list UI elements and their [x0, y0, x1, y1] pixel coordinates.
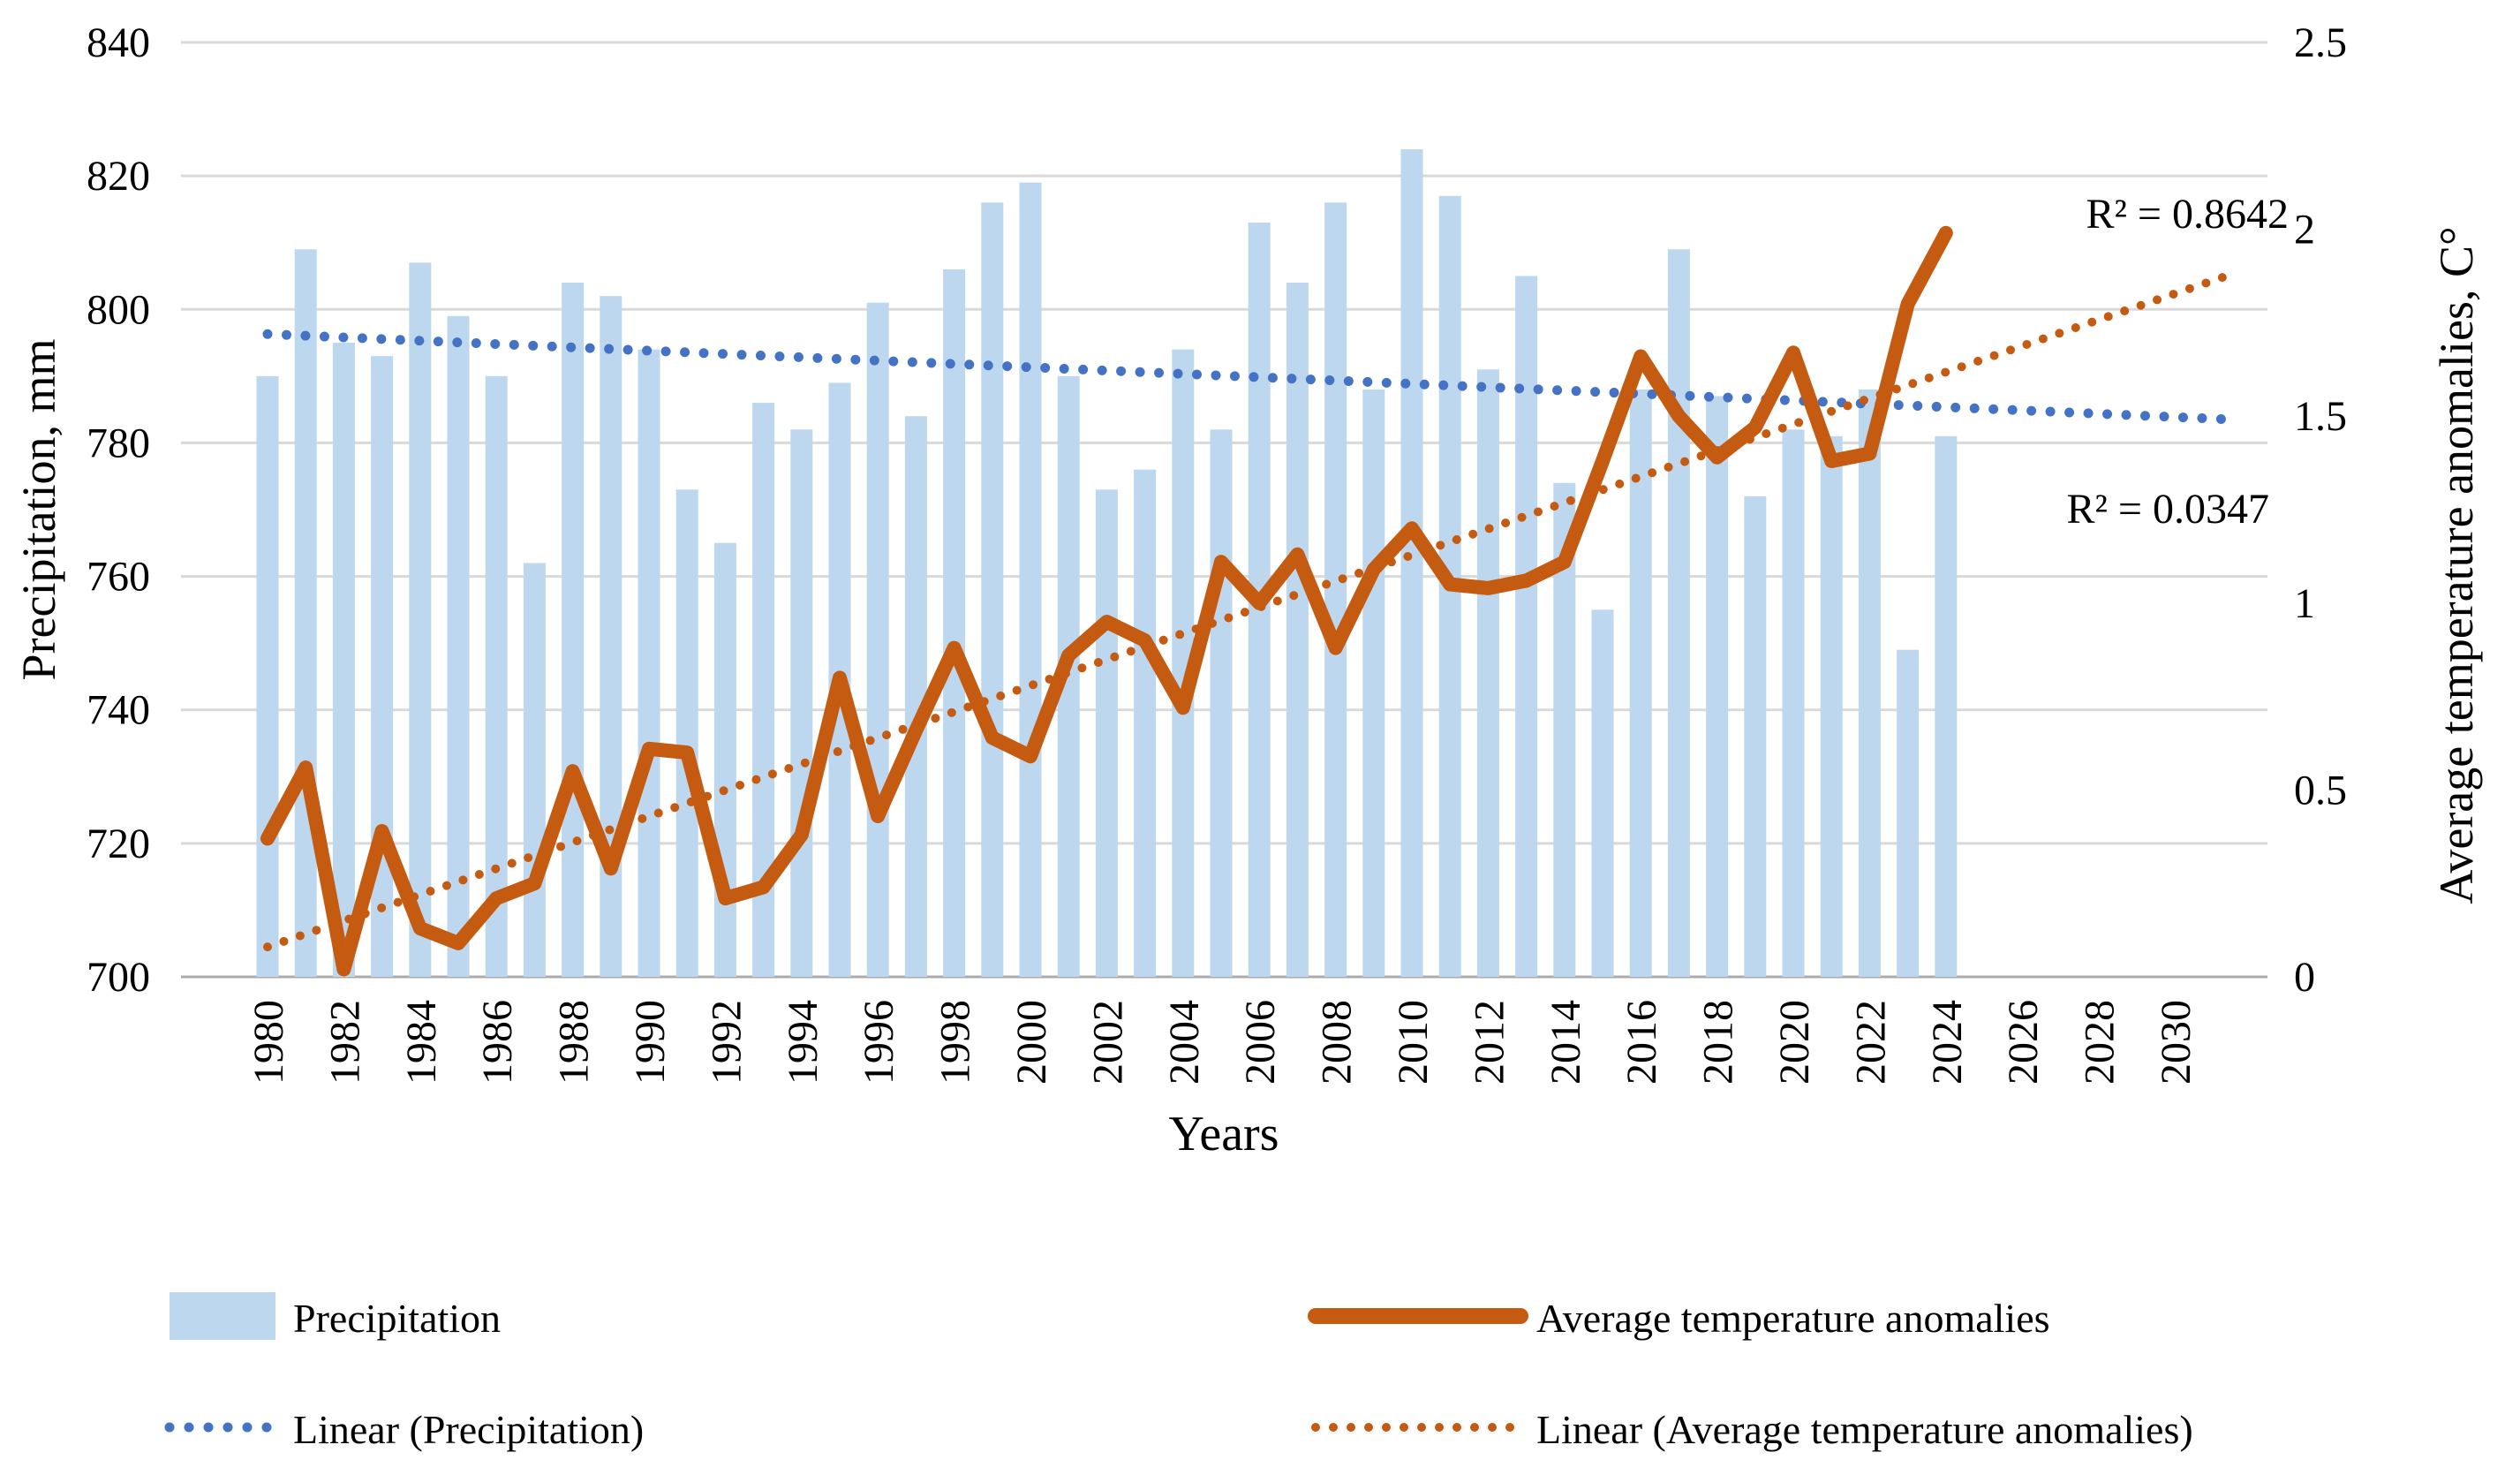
legend-label-linear-temperature: Linear (Average temperature anomalies)	[1536, 1407, 2193, 1452]
precipitation-bar	[1019, 182, 1042, 977]
precipitation-bar	[1667, 249, 1690, 977]
x-tick-label: 2024	[1924, 1000, 1971, 1085]
x-tick-label: 1984	[398, 1000, 445, 1085]
trendline-precipitation	[262, 329, 2237, 425]
y-left-tick-label: 820	[87, 153, 150, 200]
precipitation-bar	[447, 315, 470, 977]
precipitation-bar	[409, 262, 432, 977]
x-tick-label: 1996	[856, 1000, 902, 1085]
precipitation-bar	[1706, 396, 1729, 977]
precipitation-bar	[1858, 389, 1881, 977]
legend-label-precipitation: Precipitation	[293, 1296, 501, 1341]
y-left-tick-label: 840	[87, 19, 150, 66]
x-tick-label: 2016	[1618, 1000, 1665, 1085]
x-tick-label: 2026	[2000, 1000, 2047, 1085]
plot-area: 700 720 740 760 780 800 820 840 0 0.5 1 1.5 2 2.5 1980…	[87, 19, 2347, 1085]
temperature-line	[260, 225, 1953, 977]
x-tick-label: 2010	[1390, 1000, 1437, 1085]
precipitation-bar	[1515, 276, 1538, 977]
x-tick-label: 2030	[2153, 1000, 2199, 1085]
x-tick-label: 2000	[1008, 1000, 1055, 1085]
precipitation-bar	[1210, 429, 1233, 977]
y-right-tick-label: 1	[2294, 580, 2315, 627]
x-tick-label: 2004	[1161, 1000, 1208, 1085]
x-tick-label: 2014	[1543, 1000, 1589, 1085]
y-right-tick-label: 0	[2294, 954, 2315, 1001]
precipitation-bar	[1782, 429, 1805, 977]
x-axis-title: Years	[1169, 1107, 1279, 1161]
legend-label-linear-precipitation: Linear (Precipitation)	[293, 1407, 644, 1452]
x-tick-label: 2020	[1771, 1000, 1818, 1085]
x-tick-label: 1980	[245, 1000, 292, 1085]
precipitation-bar	[1286, 283, 1309, 977]
precipitation-bar	[866, 302, 889, 977]
precipitation-bar	[1935, 435, 1958, 977]
precipitation-bar	[1362, 389, 1385, 977]
precipitation-bar	[332, 343, 355, 978]
r2-precipitation-label: R² = 0.0347	[2067, 486, 2269, 533]
precipitation-bar	[675, 489, 698, 977]
precipitation-bar	[1744, 495, 1767, 977]
x-tick-label: 2018	[1695, 1000, 1742, 1085]
precipitation-bar	[1400, 148, 1423, 977]
precipitation-bar	[904, 416, 927, 977]
y-left-tick-label: 740	[87, 687, 150, 734]
precipitation-bar	[790, 429, 813, 977]
x-tick-label: 2006	[1237, 1000, 1284, 1085]
precipitation-bar	[638, 349, 660, 978]
precipitation-bar	[485, 375, 508, 977]
precipitation-bar	[713, 542, 736, 977]
legend-label-temperature: Average temperature anomalies	[1536, 1296, 2050, 1341]
x-tick-label: 1982	[321, 1000, 368, 1085]
x-tick-label: 1986	[474, 1000, 521, 1085]
y-left-tick-label: 760	[87, 554, 150, 601]
x-tick-label: 2028	[2077, 1000, 2124, 1085]
precipitation-bar	[1629, 389, 1652, 977]
x-tick-label: 1990	[627, 1000, 674, 1085]
x-tick-label: 2022	[1847, 1000, 1894, 1085]
precipitation-bar	[1095, 489, 1118, 977]
legend-swatch-precipitation	[170, 1292, 275, 1340]
precipitation-bar	[562, 283, 585, 977]
legend: Precipitation Average temperature anomal…	[164, 1292, 2193, 1452]
precipitation-bar	[1134, 469, 1157, 977]
r2-temperature-label: R² = 0.8642	[2086, 191, 2289, 238]
y-left-tick-label: 780	[87, 420, 150, 466]
y-left-axis-title: Precipitation, mm	[12, 339, 65, 681]
y-right-tick-label: 2	[2294, 207, 2315, 253]
precipitation-bar	[943, 269, 966, 977]
x-tick-label: 1988	[551, 1000, 598, 1085]
y-right-axis-title: Average temperature anomalies, C°	[2430, 226, 2483, 904]
x-tick-label: 1998	[932, 1000, 979, 1085]
x-tick-label: 1994	[780, 1000, 826, 1085]
precipitation-bar	[1897, 649, 1920, 977]
precipitation-bar	[1591, 609, 1614, 977]
y-right-tick-label: 2.5	[2294, 19, 2347, 66]
x-tick-label: 1992	[703, 1000, 750, 1085]
precipitation-bar	[256, 375, 279, 977]
y-right-tick-label: 0.5	[2294, 767, 2347, 813]
y-left-tick-label: 700	[87, 954, 150, 1001]
y-left-tick-label: 720	[87, 821, 150, 867]
precipitation-bar	[981, 202, 1004, 977]
precipitation-bar	[1476, 369, 1499, 977]
x-tick-label: 2008	[1314, 1000, 1361, 1085]
x-tick-label: 2012	[1466, 1000, 1513, 1085]
precipitation-bar	[294, 249, 317, 977]
precipitation-bar	[523, 563, 546, 977]
y-left-tick-label: 800	[87, 286, 150, 333]
precipitation-bar	[1820, 435, 1843, 977]
y-right-tick-label: 1.5	[2294, 393, 2347, 440]
x-tick-label: 2002	[1084, 1000, 1131, 1085]
precipitation-bar	[1324, 202, 1347, 977]
